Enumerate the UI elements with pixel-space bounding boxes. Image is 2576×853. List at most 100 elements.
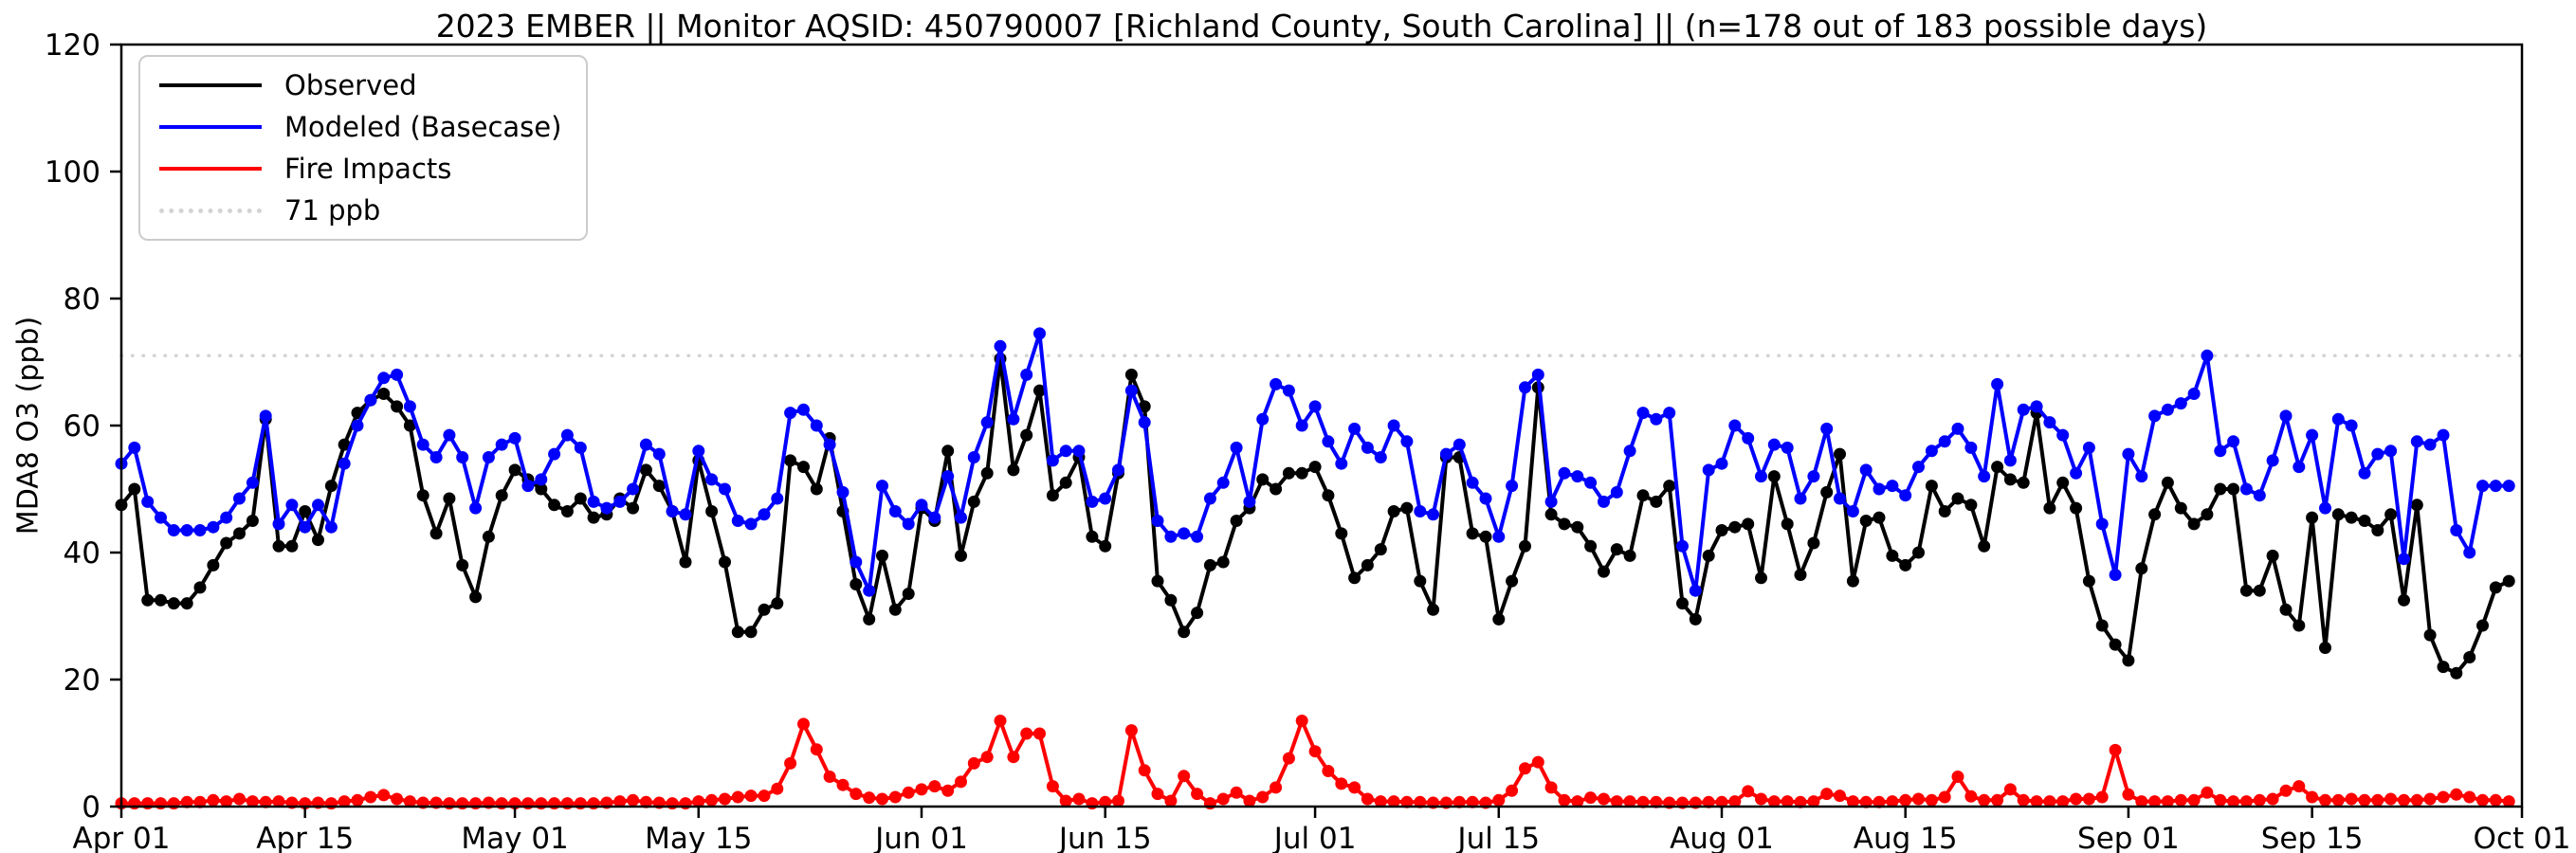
data-point [2463,651,2476,663]
y-axis: 0 20 40 60 80 100 120 [45,28,121,825]
data-point [1598,495,1610,508]
data-point [1308,745,1322,758]
legend-item-modeled: Modeled (Basecase) [159,110,561,144]
data-point [2266,792,2279,806]
data-point [416,438,429,451]
data-point [193,581,207,594]
chart-title: 2023 EMBER || Monitor AQSID: 450790007 [… [435,8,2208,45]
data-point [1794,569,1807,581]
modeled-line-swatch [159,125,262,129]
data-point [1767,438,1781,451]
y-tick-label: 40 [64,536,100,571]
data-point [2239,482,2253,496]
data-point [719,555,731,569]
data-point [810,419,823,432]
data-point [1728,520,1742,534]
data-point [1124,724,1138,737]
data-point [1020,727,1033,740]
data-point [2095,517,2109,531]
data-point [324,480,338,493]
data-point [1834,492,1846,505]
data-point [2345,419,2358,432]
data-point [1256,790,1270,804]
data-point [155,511,167,524]
data-point [1676,597,1689,610]
data-point [1584,539,1598,553]
data-point [2331,793,2345,807]
legend-item-fire: Fire Impacts [159,152,561,186]
data-point [2030,795,2043,808]
data-point [731,790,744,804]
y-tick-label: 80 [64,282,100,317]
data-point [246,795,259,808]
x-tick-label: Apr 01 [73,822,171,853]
data-point [155,593,167,607]
data-point [2306,428,2319,442]
data-point [1650,495,1663,508]
data-point [2148,795,2162,808]
data-point [1112,794,1124,808]
data-point [2109,569,2122,581]
data-point [1702,795,1715,808]
data-point [1335,777,1348,790]
data-point [1033,384,1046,397]
data-point [1506,784,1519,797]
x-tick-label: Aug 15 [1854,822,1958,853]
data-point [1820,788,1834,801]
observed-line-swatch [159,83,262,87]
data-point [1964,789,1978,803]
data-point [1571,795,1584,808]
data-point [1124,368,1138,381]
data-point [627,501,640,515]
data-point [2279,409,2293,423]
data-point [2384,445,2398,458]
data-point [1151,515,1164,527]
data-point [535,482,548,496]
threshold-line-swatch [159,208,262,213]
x-tick-label: Jun 15 [1057,822,1152,853]
data-point [850,578,863,590]
data-point [1479,530,1492,543]
data-point [2239,584,2253,597]
data-point [2319,642,2331,654]
data-point [876,792,888,806]
data-point [652,447,666,461]
data-point [1991,377,2004,390]
data-point [2082,441,2095,454]
data-point [1452,795,1466,808]
data-point [338,795,351,808]
legend-label-modeled: Modeled (Basecase) [284,111,562,143]
data-point [1492,612,1506,626]
legend-item-threshold: 71 ppb [159,193,561,227]
data-point [1991,793,2004,807]
data-point [2003,473,2017,486]
data-point [1400,795,1414,808]
data-point [915,499,928,512]
data-point [679,555,692,569]
data-point [888,603,902,616]
data-point [731,515,744,527]
data-point [692,795,705,808]
data-point [2201,508,2214,521]
data-point [928,511,941,524]
data-point [1335,527,1348,540]
data-point [2017,793,2030,807]
data-point [1295,466,1308,480]
data-point [377,789,391,802]
data-point [1270,377,1283,390]
data-point [2293,619,2306,632]
data-point [1479,492,1492,505]
data-point [1689,612,1702,626]
data-point [285,539,299,553]
data-point [1216,476,1230,489]
data-point [2423,438,2437,451]
data-point [666,505,679,517]
data-point [2253,489,2266,502]
data-point [2319,501,2331,515]
data-point [1086,495,1099,508]
data-point [2187,517,2201,531]
data-point [2319,793,2331,807]
data-point [1374,451,1387,463]
data-point [1610,543,1623,556]
data-point [456,558,469,572]
